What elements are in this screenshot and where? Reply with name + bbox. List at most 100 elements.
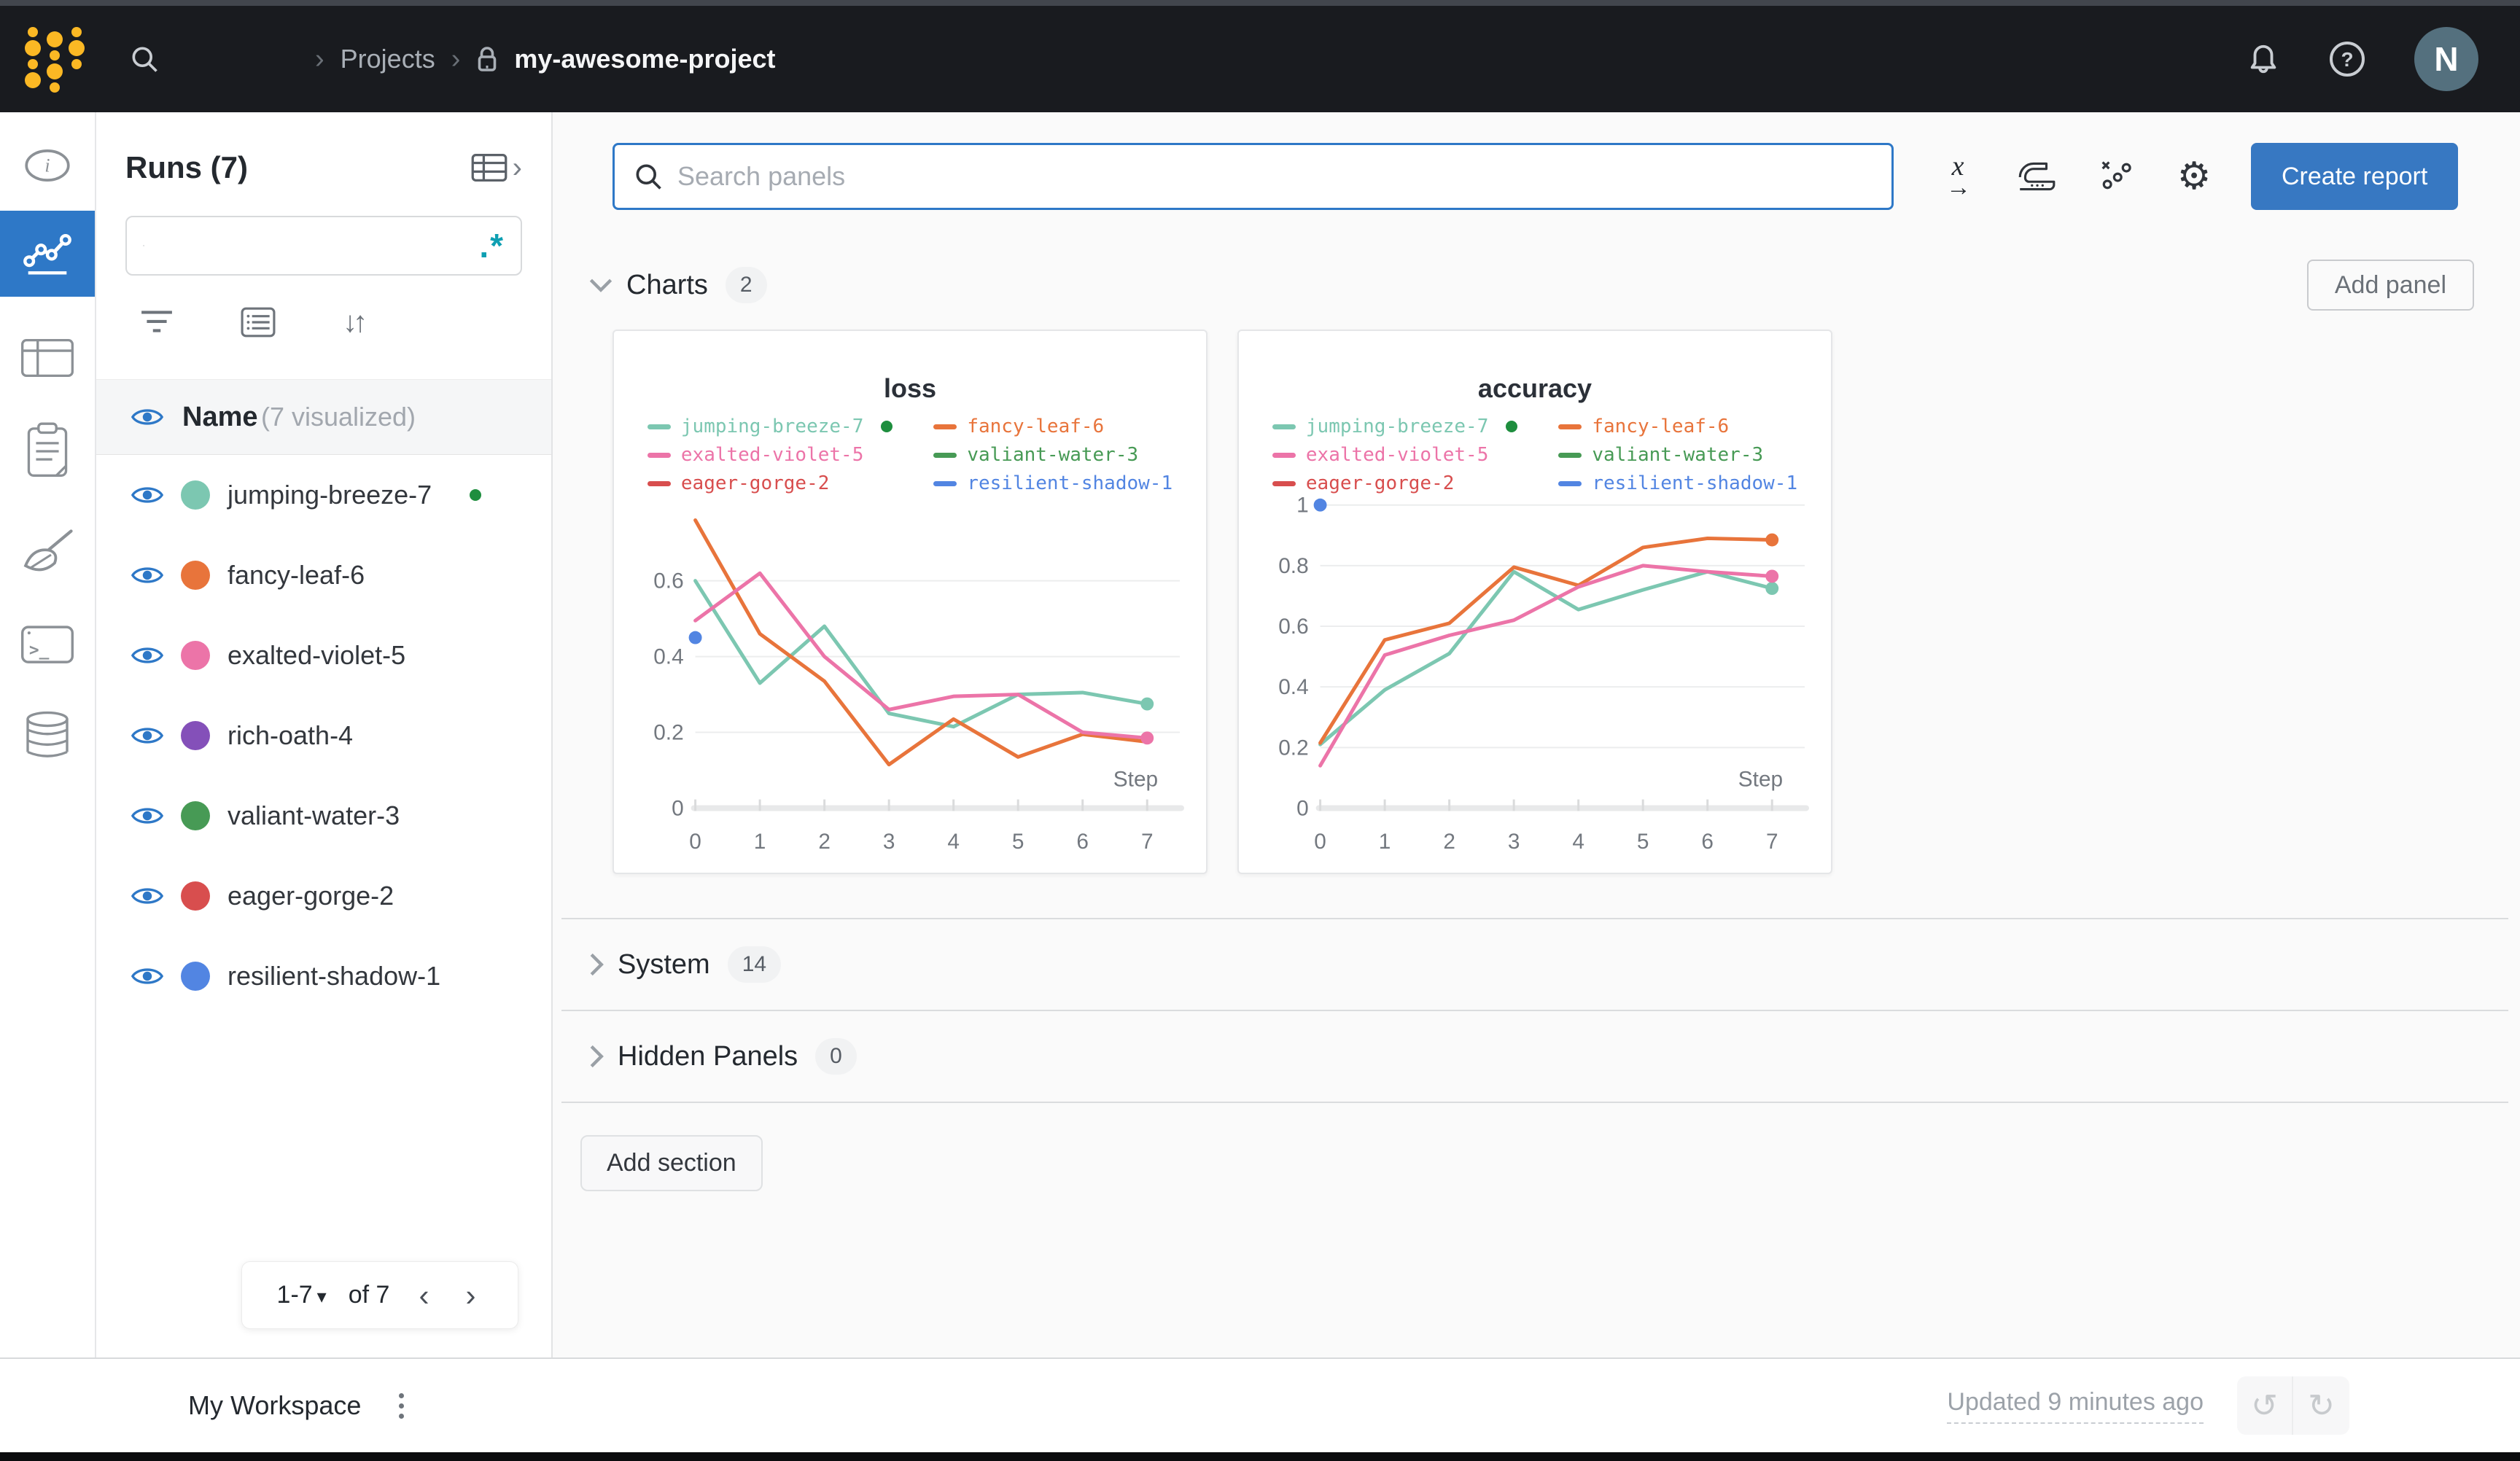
- svg-text:3: 3: [1508, 830, 1520, 854]
- svg-text:1: 1: [1379, 830, 1391, 854]
- runs-name-header[interactable]: Name (7 visualized): [96, 379, 551, 455]
- redo-button[interactable]: ↻: [2308, 1387, 2335, 1424]
- add-panel-button[interactable]: Add panel: [2306, 260, 2474, 311]
- live-run-indicator: [881, 421, 893, 432]
- chart-panel-accuracy[interactable]: accuracy jumping-breeze-7 fancy-leaf-6 exal…: [1237, 330, 1832, 874]
- runs-search-box[interactable]: .*: [125, 216, 522, 276]
- wandb-logo[interactable]: [19, 24, 86, 94]
- svg-text:1: 1: [1296, 494, 1309, 518]
- nav-artifacts[interactable]: [0, 696, 95, 776]
- workspace-main: x→ ⚙ Create report Charts 2 Add panel lo…: [553, 112, 2520, 1357]
- legend-item: jumping-breeze-7: [1272, 416, 1518, 437]
- visibility-eye-icon[interactable]: [131, 564, 163, 587]
- dropdown-arrow-icon: ▾: [316, 1285, 327, 1307]
- system-section-header[interactable]: System 14: [561, 919, 2508, 1010]
- global-search-button[interactable]: [128, 43, 160, 75]
- svg-text:0.4: 0.4: [653, 645, 683, 669]
- live-run-indicator: [470, 489, 482, 501]
- charts-section-label[interactable]: Charts: [626, 269, 708, 300]
- run-color-dot: [181, 721, 210, 750]
- add-section-button[interactable]: Add section: [580, 1135, 763, 1191]
- sort-icon[interactable]: ↓↑: [343, 305, 368, 338]
- legend-item: eager-gorge-2: [647, 472, 892, 494]
- svg-text:2: 2: [1443, 830, 1455, 854]
- breadcrumb-projects-link[interactable]: Projects: [340, 44, 435, 74]
- breadcrumb-project-name[interactable]: my-awesome-project: [514, 44, 776, 74]
- outliers-icon[interactable]: [2092, 153, 2139, 200]
- section-divider: [561, 1010, 2508, 1011]
- runs-search-input[interactable]: [156, 231, 480, 260]
- legend-label: fancy-leaf-6: [1592, 416, 1730, 437]
- run-row[interactable]: valiant-water-3: [96, 776, 551, 856]
- svg-text:0.8: 0.8: [1278, 554, 1308, 578]
- notifications-bell-icon[interactable]: [2247, 41, 2280, 77]
- regex-toggle-icon[interactable]: .*: [479, 227, 505, 265]
- panels-row: loss jumping-breeze-7 fancy-leaf-6 exalted-…: [612, 330, 2508, 874]
- run-row[interactable]: exalted-violet-5: [96, 615, 551, 696]
- run-name[interactable]: jumping-breeze-7: [228, 480, 432, 510]
- info-icon: i: [25, 149, 70, 182]
- smoothing-icon[interactable]: [2013, 153, 2060, 200]
- nav-sweeps[interactable]: [0, 511, 95, 591]
- run-name[interactable]: eager-gorge-2: [228, 881, 394, 911]
- charts-count-badge: 2: [725, 267, 767, 303]
- filter-icon[interactable]: [140, 308, 174, 337]
- workspace-menu-kebab-icon[interactable]: [393, 1387, 410, 1425]
- next-page-button[interactable]: ›: [465, 1277, 476, 1312]
- legend-label: valiant-water-3: [967, 444, 1139, 466]
- prev-page-button[interactable]: ‹: [419, 1277, 429, 1312]
- group-list-icon[interactable]: [241, 307, 276, 338]
- legend-label: valiant-water-3: [1592, 444, 1764, 466]
- help-icon[interactable]: ?: [2328, 40, 2366, 78]
- nav-workspace-selected[interactable]: [0, 211, 95, 297]
- workspace-name[interactable]: My Workspace: [188, 1390, 362, 1420]
- create-report-button[interactable]: Create report: [2251, 143, 2459, 210]
- chevron-down-icon[interactable]: [588, 277, 613, 293]
- nav-overview[interactable]: i: [0, 125, 95, 206]
- visibility-eye-icon[interactable]: [131, 965, 163, 988]
- nav-table[interactable]: [0, 318, 95, 398]
- visibility-eye-icon[interactable]: [131, 405, 163, 429]
- hidden-panels-section-header[interactable]: Hidden Panels 0: [561, 1011, 2508, 1102]
- svg-text:Step: Step: [1738, 768, 1783, 792]
- visibility-eye-icon[interactable]: [131, 644, 163, 667]
- user-avatar[interactable]: N: [2414, 27, 2478, 91]
- page-total-label: of 7: [348, 1281, 390, 1309]
- nav-logs[interactable]: >_: [0, 604, 95, 684]
- panel-search-input[interactable]: [677, 161, 1874, 192]
- visibility-eye-icon[interactable]: [131, 483, 163, 507]
- svg-text:0: 0: [672, 796, 684, 820]
- run-row[interactable]: resilient-shadow-1: [96, 936, 551, 1016]
- updated-timestamp[interactable]: Updated 9 minutes ago: [1947, 1388, 2204, 1424]
- settings-gear-icon[interactable]: ⚙: [2177, 155, 2212, 198]
- run-row[interactable]: fancy-leaf-6: [96, 535, 551, 615]
- page-range-dropdown[interactable]: 1-7 ▾: [276, 1281, 327, 1309]
- visibility-eye-icon[interactable]: [131, 884, 163, 908]
- chart-panel-loss[interactable]: loss jumping-breeze-7 fancy-leaf-6 exalted-…: [612, 330, 1208, 874]
- nav-jobs[interactable]: [0, 411, 95, 491]
- svg-text:>_: >_: [29, 641, 50, 660]
- legend-label: exalted-violet-5: [680, 444, 864, 466]
- run-color-dot: [181, 480, 210, 510]
- run-row[interactable]: rich-oath-4: [96, 696, 551, 776]
- run-name[interactable]: fancy-leaf-6: [228, 560, 365, 590]
- undo-button[interactable]: ↺: [2237, 1376, 2293, 1435]
- panel-search-box[interactable]: [612, 143, 1894, 210]
- legend-swatch: [1558, 424, 1582, 429]
- legend-swatch: [1558, 452, 1582, 458]
- run-color-dot: [181, 641, 210, 670]
- run-name[interactable]: valiant-water-3: [228, 800, 400, 830]
- run-row[interactable]: eager-gorge-2: [96, 856, 551, 936]
- runs-expand-icon[interactable]: ›: [512, 151, 522, 184]
- legend-swatch: [647, 452, 671, 458]
- run-name[interactable]: exalted-violet-5: [228, 640, 406, 670]
- run-name[interactable]: resilient-shadow-1: [228, 961, 441, 991]
- x-axis-settings-icon[interactable]: x →: [1946, 151, 1971, 201]
- hidden-panels-section-label: Hidden Panels: [618, 1040, 798, 1072]
- visibility-eye-icon[interactable]: [131, 724, 163, 747]
- run-row[interactable]: jumping-breeze-7: [96, 455, 551, 535]
- run-name[interactable]: rich-oath-4: [228, 720, 354, 750]
- visibility-eye-icon[interactable]: [131, 804, 163, 827]
- runs-table-icon[interactable]: [470, 152, 508, 184]
- legend-swatch: [933, 480, 957, 486]
